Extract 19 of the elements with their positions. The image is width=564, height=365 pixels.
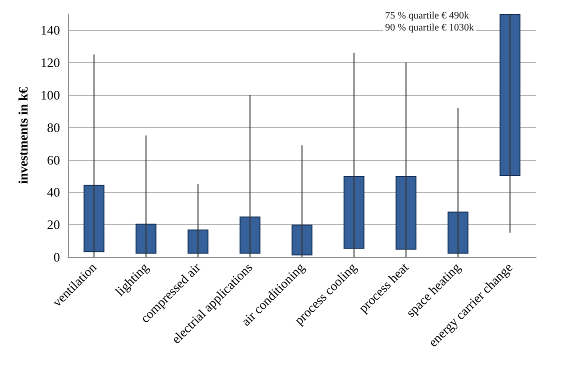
- bar: [344, 176, 364, 249]
- y-tick-label: 120: [40, 55, 60, 70]
- y-tick-label: 60: [47, 152, 60, 168]
- y-tick-label: 40: [47, 184, 60, 200]
- annotation: 75 % quartile € 490k 90 % quartile € 1030k: [385, 10, 474, 34]
- y-tick-label: 100: [40, 88, 60, 102]
- bar: [500, 14, 520, 176]
- bar: [136, 224, 156, 254]
- bar: [292, 224, 312, 256]
- bar: [448, 212, 468, 254]
- bar: [240, 216, 260, 254]
- y-tick-label: 140: [40, 22, 60, 38]
- y-tick-label: 80: [47, 120, 60, 135]
- y-axis-title: investments in k€: [16, 86, 31, 184]
- bar: [188, 229, 208, 254]
- y-tick-label: 20: [47, 217, 60, 232]
- y-tick-label: 0: [54, 250, 60, 264]
- bar: [396, 176, 416, 250]
- bar: [84, 184, 104, 252]
